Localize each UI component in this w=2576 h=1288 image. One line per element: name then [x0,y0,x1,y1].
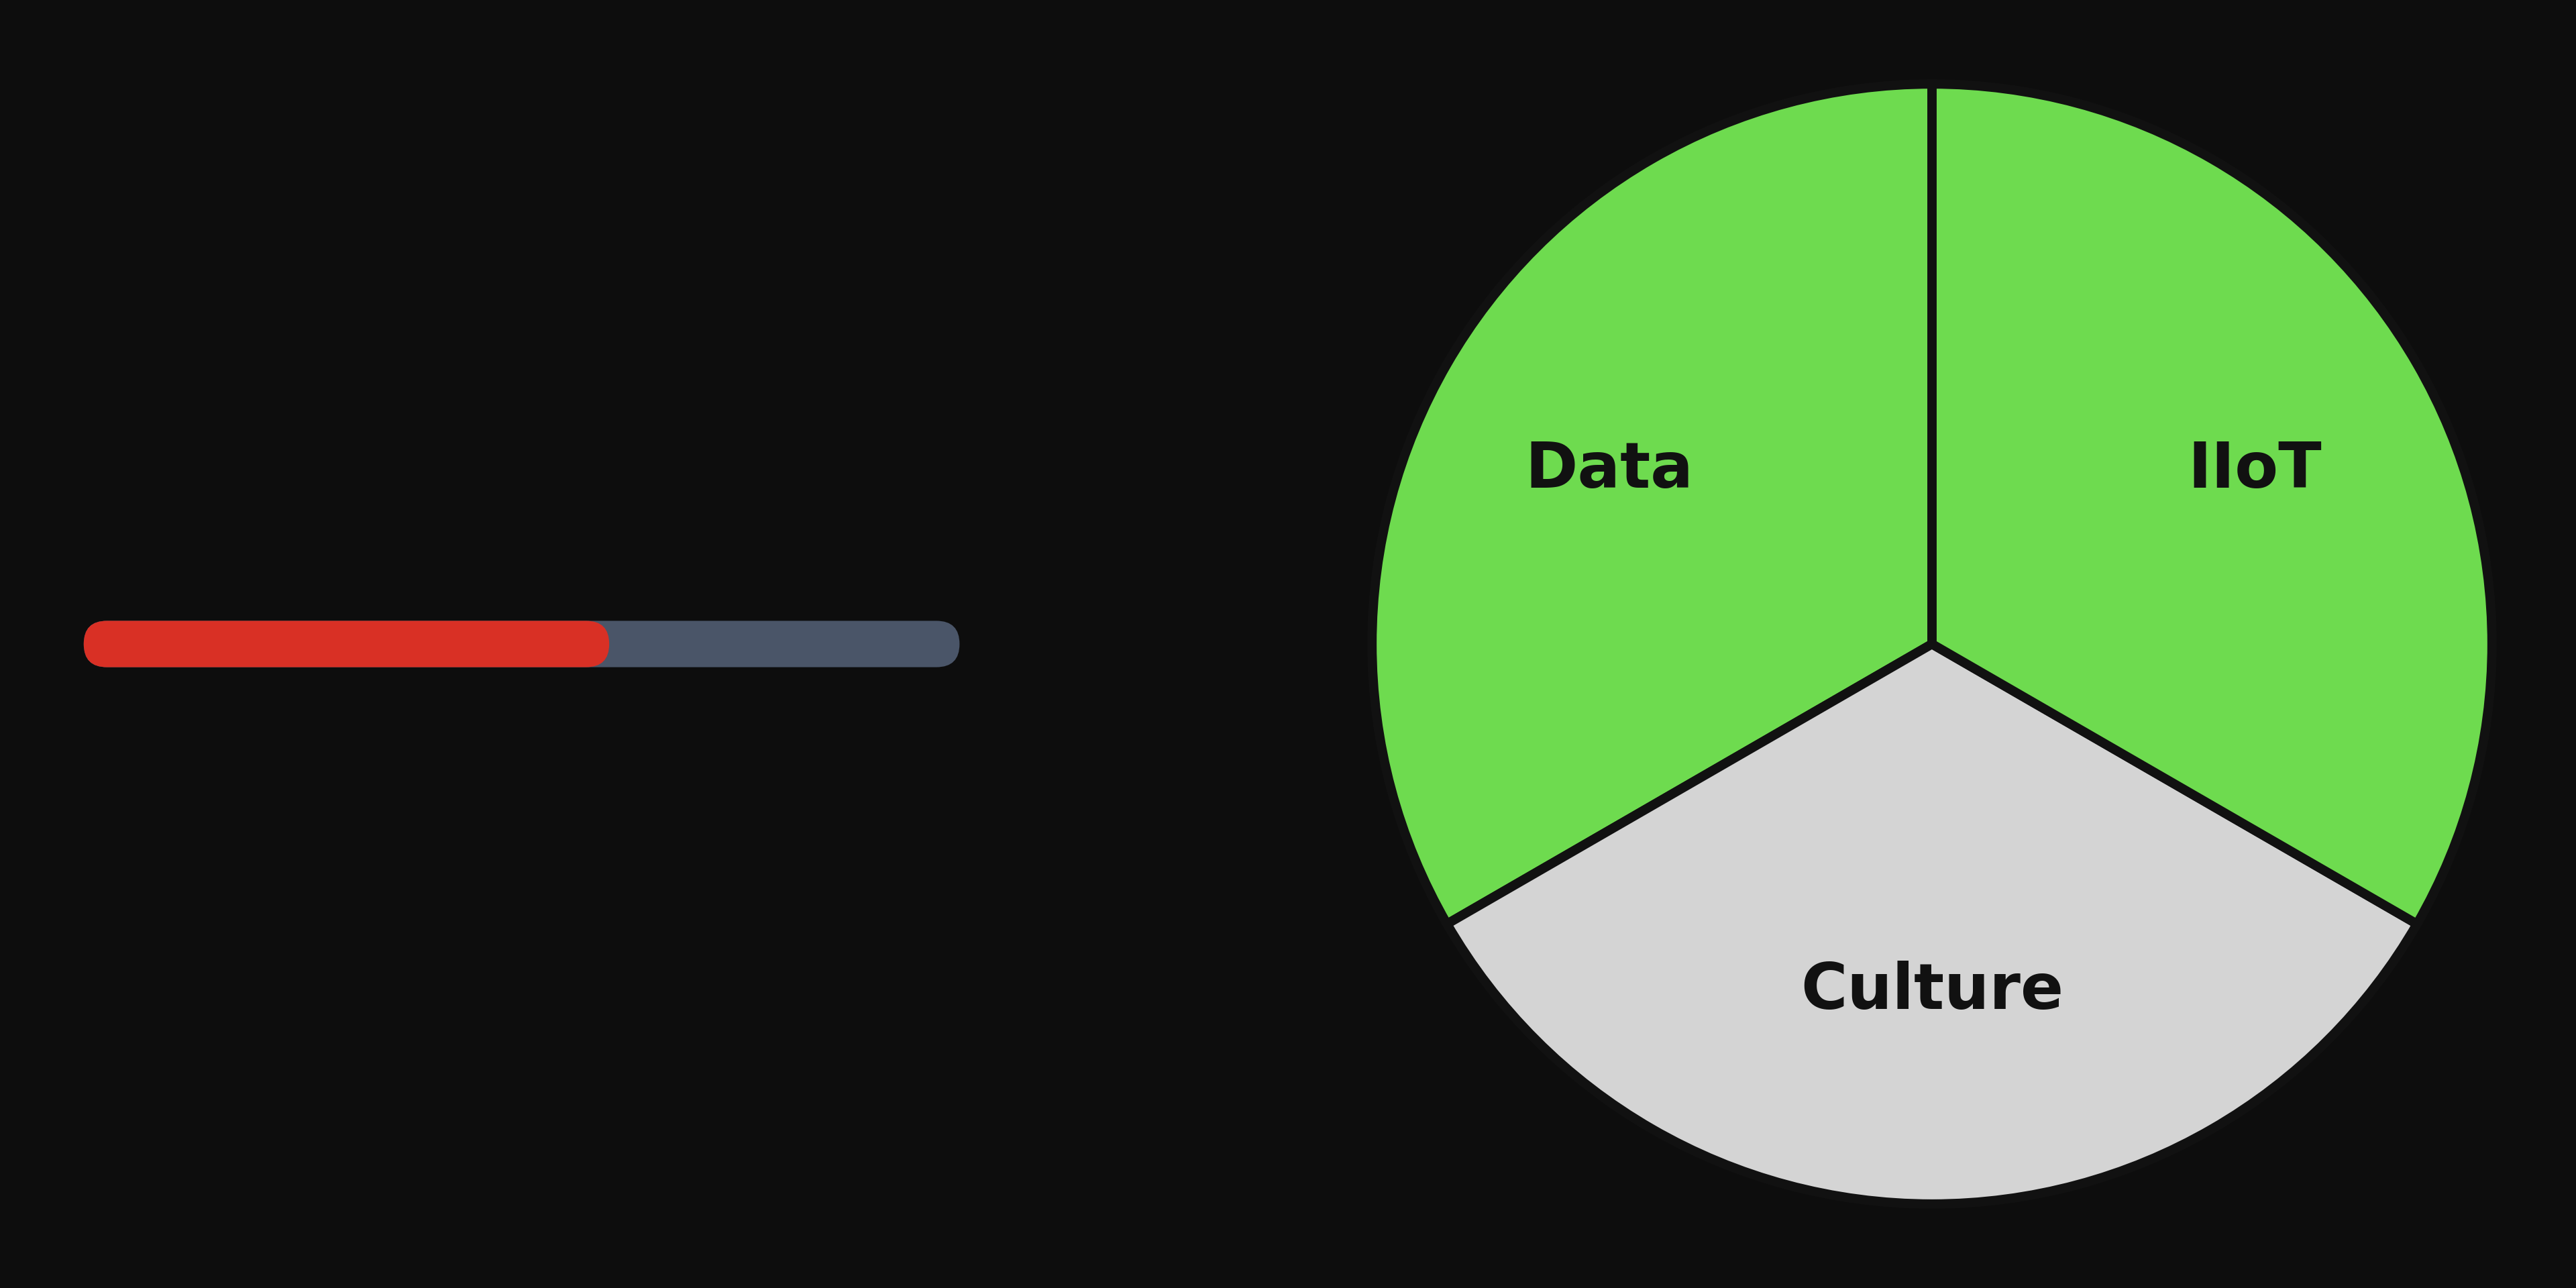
Wedge shape [1373,84,1932,923]
Text: Data: Data [1525,439,1692,501]
Text: IIoT: IIoT [2187,439,2321,501]
FancyBboxPatch shape [82,621,611,667]
Text: Culture: Culture [1801,961,2063,1023]
FancyBboxPatch shape [82,621,958,667]
Wedge shape [1448,644,2416,1204]
Wedge shape [1932,84,2491,923]
